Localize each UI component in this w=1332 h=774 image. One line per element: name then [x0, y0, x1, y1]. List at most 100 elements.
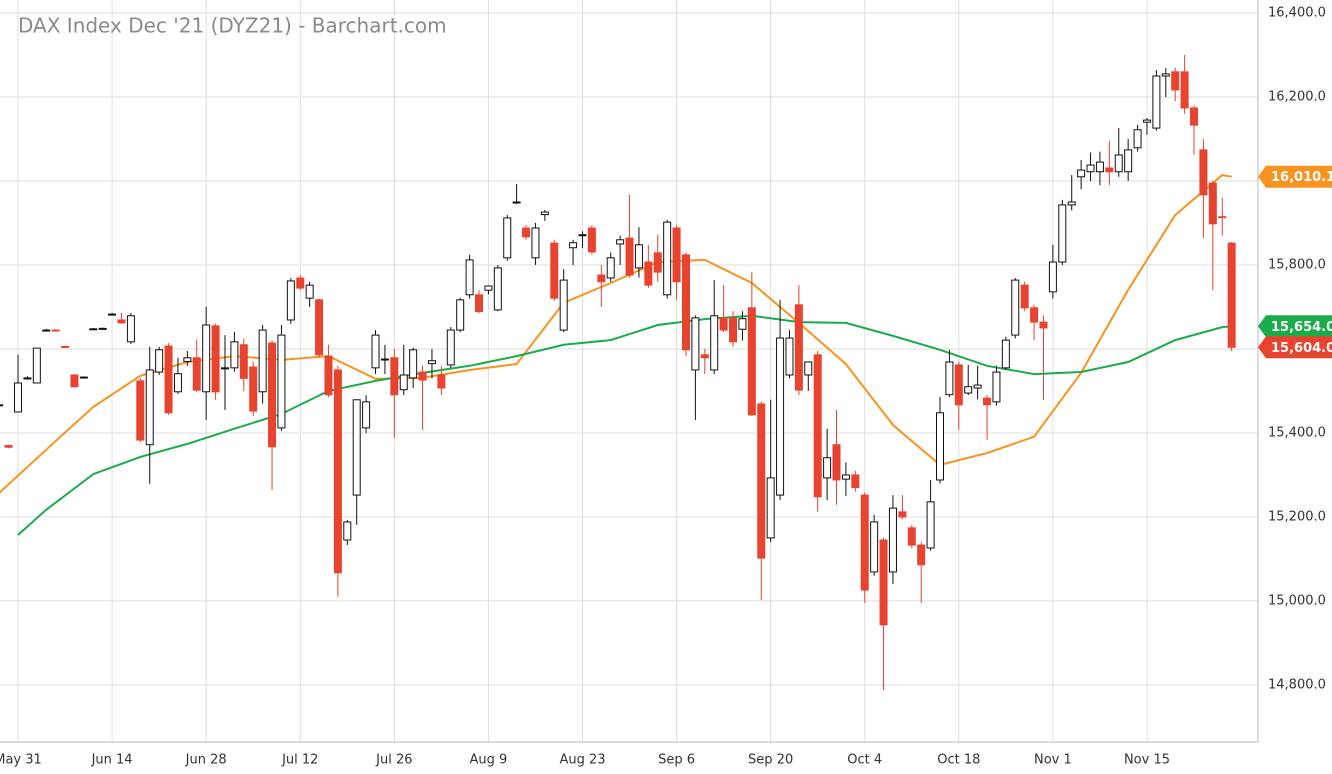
candle-body	[813, 354, 822, 498]
candle-body	[418, 371, 427, 381]
candle-body	[286, 280, 295, 321]
candle-body	[1048, 261, 1057, 293]
y-tick-label: 15,200.0	[1268, 509, 1326, 524]
y-tick-label: 16,200.0	[1268, 90, 1326, 105]
moving-average-line	[0, 174, 1232, 494]
candle-body	[973, 384, 982, 389]
x-tick-label: Sep 20	[748, 753, 793, 768]
candle-body	[625, 237, 634, 276]
x-tick-label: Jul 26	[375, 753, 412, 768]
candle-body	[1142, 119, 1151, 123]
candle-body	[371, 334, 380, 369]
candle-body	[1124, 149, 1133, 173]
candle-body	[79, 376, 88, 379]
candle-body	[653, 252, 662, 273]
candle-body	[164, 345, 173, 414]
candle-body	[606, 257, 615, 279]
candle-body	[362, 401, 371, 429]
candle-body	[427, 360, 436, 365]
candle-body	[823, 457, 832, 479]
candle-body	[691, 317, 700, 371]
x-tick-label: Jul 12	[281, 753, 318, 768]
candle-body	[23, 377, 32, 380]
x-tick-label: Nov 15	[1124, 753, 1170, 768]
candle-body	[907, 527, 916, 546]
candle-body	[1114, 154, 1123, 173]
candle-body	[569, 242, 578, 249]
candle-body	[484, 285, 493, 291]
candle-body	[465, 259, 474, 296]
candle-body	[145, 369, 154, 446]
candle-body	[437, 374, 446, 389]
candle-body	[380, 358, 389, 361]
candle-body	[1095, 161, 1104, 173]
candle-body	[512, 201, 521, 204]
candle-body	[446, 329, 455, 366]
candle-body	[936, 412, 944, 481]
candle-body	[202, 324, 211, 393]
candle-body	[126, 315, 135, 343]
candle-body	[220, 367, 229, 370]
candle-body	[117, 319, 126, 324]
moving-average-line	[17, 314, 1232, 536]
candle-body	[700, 354, 709, 359]
candle-body	[239, 344, 248, 379]
candle-body	[211, 325, 220, 393]
candle-body	[1058, 204, 1067, 263]
x-tick-label: May 31	[0, 753, 42, 768]
candle-body	[343, 521, 352, 541]
grid	[0, 0, 1258, 742]
candle-body	[42, 329, 51, 332]
x-tick-label: Jun 14	[91, 753, 133, 768]
candle-body	[1218, 216, 1227, 219]
candle-body	[268, 342, 277, 448]
candle-body	[230, 341, 239, 369]
candle-body	[305, 284, 314, 299]
candle-body	[183, 357, 192, 363]
candle-body	[399, 374, 408, 391]
x-tick-label: Oct 18	[937, 753, 980, 768]
candle-body	[324, 355, 333, 396]
candle-body	[522, 227, 531, 238]
candle-body	[531, 227, 540, 259]
candle-body	[644, 261, 653, 286]
candle-body	[258, 329, 267, 393]
candles	[0, 55, 1236, 690]
candle-body	[108, 313, 117, 316]
candle-body	[1180, 71, 1189, 109]
y-tick-label: 15,800.0	[1268, 257, 1326, 272]
candle-body	[61, 345, 70, 348]
candle-body	[503, 217, 512, 259]
candle-body	[32, 347, 41, 384]
candle-body	[1011, 279, 1020, 336]
price-tag	[1258, 165, 1332, 188]
x-tick-label: Aug 23	[559, 753, 605, 768]
x-tick-label: Jun 28	[185, 753, 227, 768]
candle-body	[559, 279, 568, 331]
candle-body	[597, 274, 606, 283]
candle-body	[888, 507, 897, 573]
candle-body	[1067, 201, 1076, 206]
candle-body	[785, 337, 794, 376]
candle-body	[917, 544, 926, 566]
price-tag	[1258, 336, 1332, 359]
candle-body	[1039, 321, 1048, 329]
candle-body	[1030, 307, 1039, 323]
candle-body	[860, 494, 869, 591]
price-tag-label: 15,604.0	[1271, 341, 1332, 356]
candle-body	[249, 366, 258, 412]
candle-body	[841, 474, 850, 480]
labels: 14,800.015,000.015,200.015,400.015,600.0…	[0, 6, 1332, 768]
candle-body	[898, 511, 907, 518]
candle-body	[804, 361, 813, 376]
candle-body	[1161, 73, 1170, 77]
candle-body	[729, 317, 738, 343]
candle-body	[155, 349, 164, 373]
candle-body	[747, 307, 756, 416]
candle-body	[540, 211, 549, 216]
candle-body	[1133, 129, 1142, 149]
candle-body	[719, 317, 728, 331]
chart-title: DAX Index Dec '21 (DYZ21) - Barchart.com	[18, 14, 447, 38]
candle-body	[1001, 339, 1010, 369]
